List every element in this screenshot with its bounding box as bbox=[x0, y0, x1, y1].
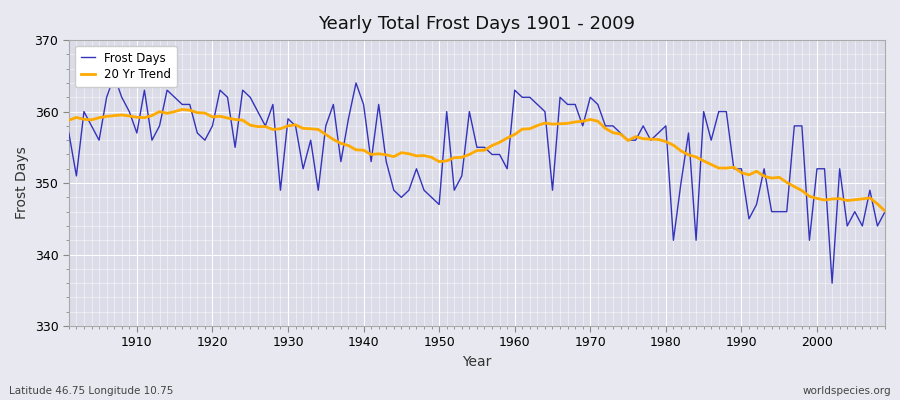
20 Yr Trend bbox=[63, 118, 74, 122]
Frost Days bbox=[827, 281, 838, 286]
X-axis label: Year: Year bbox=[463, 355, 491, 369]
Frost Days bbox=[298, 166, 309, 171]
Text: Latitude 46.75 Longitude 10.75: Latitude 46.75 Longitude 10.75 bbox=[9, 386, 174, 396]
Frost Days bbox=[63, 131, 74, 136]
Frost Days bbox=[517, 95, 527, 100]
Line: 20 Yr Trend: 20 Yr Trend bbox=[68, 110, 885, 211]
Frost Days bbox=[879, 209, 890, 214]
Legend: Frost Days, 20 Yr Trend: Frost Days, 20 Yr Trend bbox=[75, 46, 177, 87]
20 Yr Trend bbox=[298, 126, 309, 131]
Frost Days bbox=[608, 124, 618, 128]
Y-axis label: Frost Days: Frost Days bbox=[15, 147, 29, 220]
20 Yr Trend bbox=[608, 130, 618, 135]
20 Yr Trend bbox=[124, 114, 135, 118]
20 Yr Trend bbox=[879, 209, 890, 214]
Frost Days bbox=[509, 88, 520, 92]
Title: Yearly Total Frost Days 1901 - 2009: Yearly Total Frost Days 1901 - 2009 bbox=[319, 15, 635, 33]
Frost Days bbox=[343, 116, 354, 121]
20 Yr Trend bbox=[343, 143, 354, 148]
20 Yr Trend bbox=[176, 107, 187, 112]
Text: worldspecies.org: worldspecies.org bbox=[803, 386, 891, 396]
Frost Days bbox=[131, 131, 142, 136]
Frost Days bbox=[109, 74, 120, 78]
Line: Frost Days: Frost Days bbox=[68, 76, 885, 283]
20 Yr Trend bbox=[509, 132, 520, 137]
20 Yr Trend bbox=[517, 127, 527, 132]
